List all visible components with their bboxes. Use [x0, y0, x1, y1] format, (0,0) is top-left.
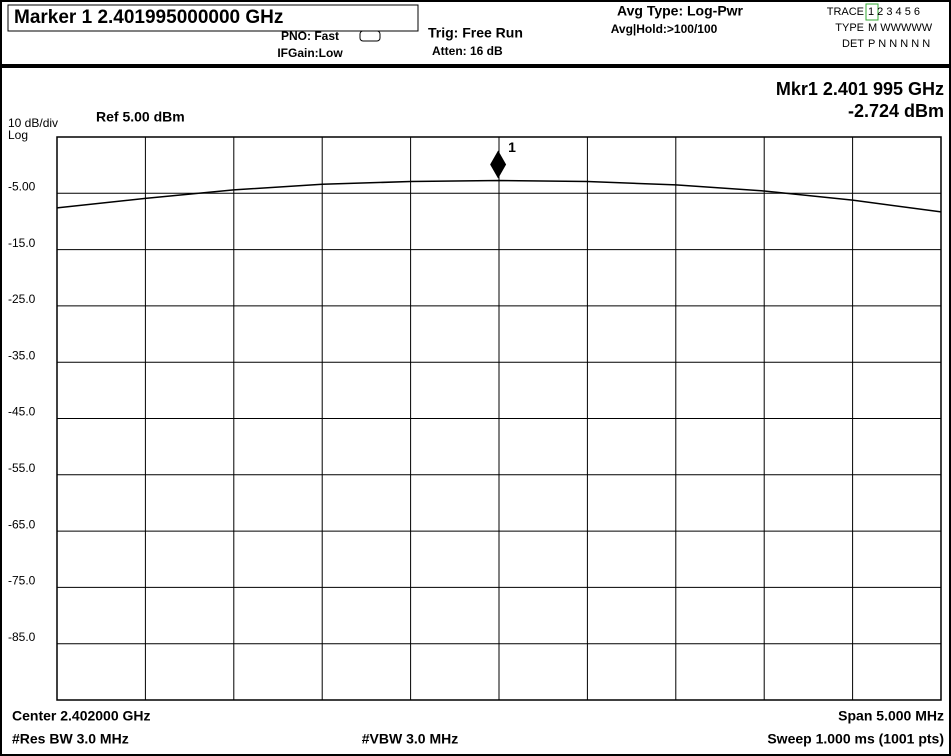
y-tick-label: -35.0: [8, 348, 36, 362]
sweep: Sweep 1.000 ms (1001 pts): [767, 731, 944, 747]
trig: Trig: Free Run: [428, 25, 523, 41]
trace-highlight: [865, 3, 879, 21]
avg-type: Avg Type: Log-Pwr: [617, 3, 744, 19]
mkr-readout-freq: Mkr1 2.401 995 GHz: [776, 79, 944, 99]
vbw: #VBW 3.0 MHz: [362, 731, 458, 747]
y-tick-label: -75.0: [8, 574, 36, 588]
trace: [56, 179, 942, 213]
marker-box: [7, 4, 419, 32]
mkr-readout-level: -2.724 dBm: [848, 101, 944, 121]
marker-diamond: [490, 150, 507, 179]
trace-label: TRACE: [827, 6, 864, 18]
det-label: DET: [842, 38, 864, 50]
header-divider: [0, 64, 951, 68]
y-tick-label: -65.0: [8, 517, 36, 531]
ref-level: Ref 5.00 dBm: [96, 109, 185, 125]
span: Span 5.000 MHz: [838, 708, 944, 724]
scale: 10 dB/div: [8, 116, 58, 130]
atten: Atten: 16 dB: [432, 44, 503, 58]
log-label: Log: [8, 128, 28, 142]
y-tick-label: -5.00: [8, 179, 36, 193]
trace-values: 1 2 3 4 5 6: [868, 6, 920, 18]
y-tick-label: -55.0: [8, 461, 36, 475]
type-values: M WWWWW: [868, 22, 933, 34]
y-tick-label: -45.0: [8, 405, 36, 419]
ifgain: IFGain:Low: [277, 46, 343, 60]
y-tick-label: -85.0: [8, 630, 36, 644]
marker-label: 1: [508, 139, 516, 155]
avg-hold: Avg|Hold:>100/100: [611, 22, 718, 36]
rbw: #Res BW 3.0 MHz: [12, 731, 129, 747]
type-label: TYPE: [835, 22, 864, 34]
marker-title: Marker 1 2.401995000000 GHz: [14, 7, 283, 28]
y-tick-label: -25.0: [8, 292, 36, 306]
y-tick-label: -15.0: [8, 236, 36, 250]
center-freq: Center 2.402000 GHz: [12, 708, 151, 724]
det-values: P N N N N N: [868, 38, 930, 50]
pno: PNO: Fast: [281, 29, 339, 43]
pno-icon: [359, 30, 381, 42]
